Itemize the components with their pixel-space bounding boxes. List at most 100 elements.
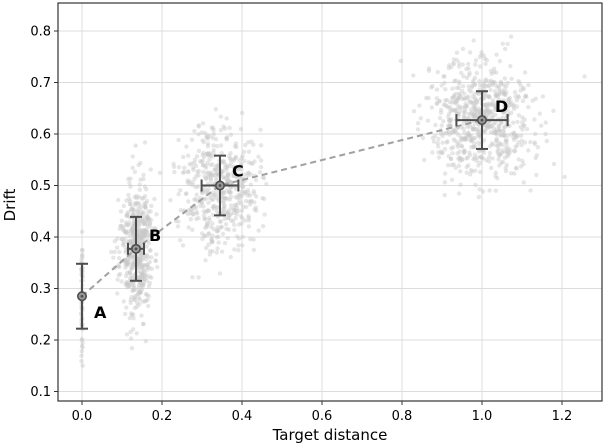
scatter-point [463,106,468,112]
scatter-point [130,165,135,171]
scatter-point [231,164,236,169]
scatter-point [131,259,136,264]
scatter-point [209,125,214,130]
scatter-point [226,190,232,195]
scatter-point [227,213,232,218]
scatter-point [147,221,153,226]
scatter-point [145,216,150,221]
scatter-point [442,180,448,185]
scatter-point [184,144,189,149]
scatter-point [466,87,472,93]
scatter-point [124,222,129,227]
scatter-point [437,99,442,104]
scatter-point [480,83,485,89]
scatter-point [138,220,143,225]
scatter-point [453,108,458,114]
scatter-point [206,170,211,175]
scatter-point [526,148,531,153]
y-tick-label: 0.3 [30,282,51,297]
scatter-point [508,102,513,108]
scatter-point [142,184,148,189]
scatter-point [503,168,509,174]
scatter-point [139,234,144,239]
scatter-point [125,229,131,234]
scatter-point [147,259,152,265]
scatter-point [130,228,135,233]
scatter-point [153,258,158,263]
scatter-point [154,252,159,257]
scatter-point [190,212,196,217]
scatter-point [203,216,208,222]
scatter-point [246,213,251,219]
scatter-point [127,199,133,204]
scatter-point [534,153,540,158]
scatter-point [467,172,473,177]
scatter-point [464,164,469,170]
scatter-point [209,240,214,245]
scatter-point [226,212,231,217]
scatter-point [207,195,213,201]
scatter-point [471,136,476,141]
scatter-point [231,173,236,178]
scatter-point [190,227,195,232]
scatter-point [426,68,432,74]
scatter-point [199,231,205,236]
scatter-point [241,191,246,196]
scatter-point [450,86,455,91]
scatter-point [468,111,474,117]
scatter-point [124,332,130,337]
scatter-point [512,171,517,176]
scatter-point [171,161,176,166]
scatter-point [479,155,484,160]
scatter-point [131,223,136,228]
scatter-point [476,106,481,111]
scatter-point [231,170,236,176]
scatter-point [470,126,476,132]
scatter-point [214,235,219,240]
scatter-point [132,294,138,299]
scatter-point [251,247,257,253]
scatter-point [208,173,214,178]
scatter-point [135,209,140,214]
scatter-point [221,159,227,165]
scatter-point [226,178,231,183]
scatter-point [131,262,136,267]
scatter-point [463,101,468,106]
scatter-point [457,104,462,109]
scatter-point [518,83,524,88]
scatter-point [131,312,136,317]
scatter-point [516,93,521,99]
scatter-point [199,130,204,135]
scatter-point [203,196,208,202]
scatter-point [234,211,239,217]
scatter-point [193,205,199,210]
scatter-point [187,179,192,184]
scatter-point [194,216,199,222]
scatter-point [450,151,455,156]
scatter-point [128,238,133,243]
scatter-point [457,81,462,86]
scatter-point [128,300,133,305]
scatter-point [144,275,149,280]
scatter-point [139,236,144,241]
scatter-point [248,193,253,198]
scatter-point [127,220,132,225]
scatter-point [221,175,226,180]
scatter-point [123,229,128,234]
scatter-point [222,240,228,246]
scatter-point [451,162,456,167]
scatter-point [508,148,513,153]
scatter-point [477,54,482,60]
scatter-point [198,203,203,208]
scatter-point [210,125,216,131]
scatter-point [254,208,259,213]
scatter-point [493,93,498,98]
scatter-point [194,211,200,216]
scatter-point [490,111,495,117]
scatter-point [204,224,209,229]
scatter-point [125,280,130,285]
scatter-point [193,163,199,168]
scatter-point [501,83,507,88]
scatter-point [221,203,227,209]
scatter-point [452,129,458,134]
